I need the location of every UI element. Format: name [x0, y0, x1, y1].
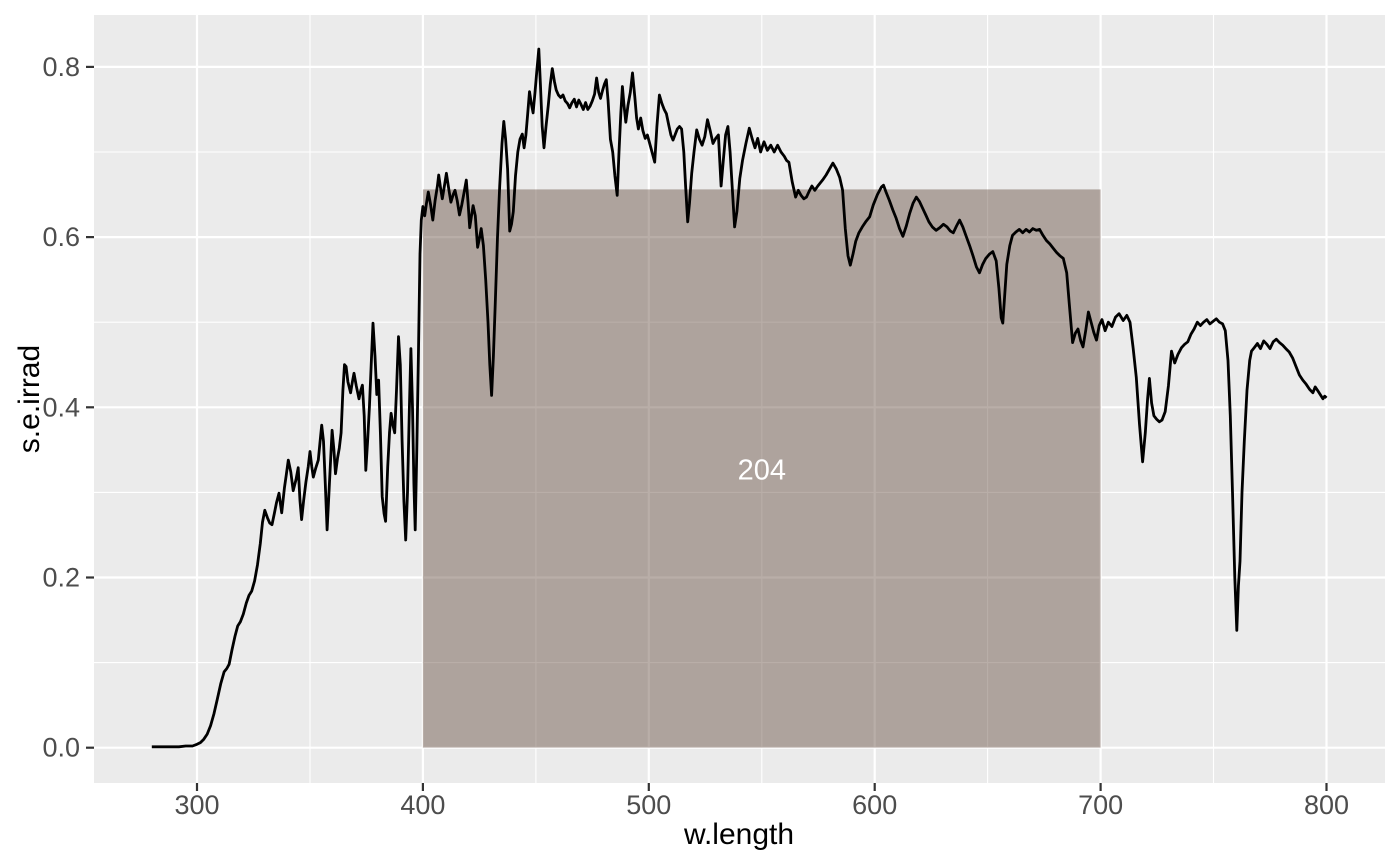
panel-background — [94, 15, 1385, 783]
waveband-total-label: 204 — [738, 455, 786, 487]
x-axis-title: w.length — [683, 818, 795, 851]
y-tick-label: 0.0 — [42, 733, 80, 763]
x-tick-label: 600 — [852, 790, 897, 820]
y-tick-label: 0.4 — [42, 392, 80, 422]
y-axis-title: s.e.irrad — [13, 344, 46, 454]
x-tick-label: 800 — [1304, 790, 1349, 820]
spectrum-line — [151, 47, 1328, 749]
x-tick-label: 700 — [1078, 790, 1123, 820]
x-tick-label: 500 — [626, 790, 671, 820]
y-tick-label: 0.8 — [42, 52, 80, 82]
waveband-rect — [422, 189, 1101, 748]
x-tick-label: 300 — [174, 790, 219, 820]
y-tick-label: 0.2 — [42, 563, 80, 593]
x-tick-label: 400 — [400, 790, 445, 820]
y-tick-label: 0.6 — [42, 222, 80, 252]
